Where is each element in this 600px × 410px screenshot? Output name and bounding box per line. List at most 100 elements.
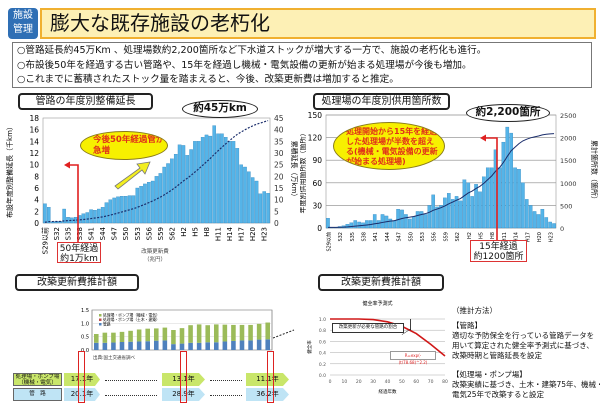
red-bracket-arrow bbox=[68, 164, 79, 242]
y-tick-label: 8 bbox=[34, 172, 39, 181]
bar-pipe bbox=[162, 340, 168, 350]
summary-line: ○これまでに蓄積されたストック量を踏まえると、今後、改築更新費は増加すると推定。 bbox=[17, 74, 399, 85]
x-tick-label: H11 bbox=[502, 232, 508, 242]
bar bbox=[197, 141, 201, 224]
bar-plant-mech bbox=[231, 324, 236, 341]
y2-tick-label: 30 bbox=[274, 149, 284, 158]
bar-pipe bbox=[179, 343, 185, 350]
highlight-frame bbox=[78, 351, 85, 403]
y2-tick-label: 500 bbox=[560, 202, 572, 210]
bar-plant-mech bbox=[102, 332, 108, 343]
bar bbox=[446, 193, 451, 229]
bar bbox=[458, 200, 463, 229]
bar-pipe bbox=[94, 342, 99, 350]
method-panel: （推計方法） 【管路】 適切な予防保全を行っている管路データを 用いて算定された… bbox=[452, 306, 600, 400]
x-tick-label: S50 bbox=[408, 232, 414, 242]
method-line: 電気25年で改築すると設定 bbox=[452, 390, 545, 399]
x-tick-label: 50 bbox=[399, 379, 405, 385]
bar-plant-mech bbox=[179, 328, 185, 344]
x-tick-label: S53 bbox=[134, 227, 142, 240]
legend-swatch bbox=[99, 314, 102, 317]
bar bbox=[85, 212, 90, 224]
method-line: 用いて算定された健全率予測式に基づき、 bbox=[452, 341, 594, 350]
bar-plant-mech bbox=[239, 324, 245, 341]
bar-plant-mech bbox=[256, 323, 262, 340]
bar-pipe bbox=[154, 340, 159, 350]
plant-years-2: 13.1年 bbox=[162, 373, 205, 386]
x-tick-label: S44 bbox=[385, 232, 391, 242]
y-axis-label: 健全率 bbox=[306, 340, 313, 354]
bar bbox=[212, 125, 216, 224]
annotation-box: 改築更新が必要な管路の割合 bbox=[332, 323, 404, 333]
red-bracket-arrow bbox=[485, 137, 498, 240]
bar bbox=[372, 214, 377, 229]
bar bbox=[365, 220, 369, 229]
arrow-head bbox=[480, 134, 486, 142]
bar bbox=[501, 141, 506, 229]
bar-plant-mech bbox=[222, 324, 228, 342]
pipe-years-2: 28.9年 bbox=[162, 388, 205, 401]
x-tick-label: 10 bbox=[342, 379, 348, 385]
x-tick-label: H8 bbox=[490, 232, 496, 239]
bar-plant-mech bbox=[136, 329, 142, 342]
bar bbox=[548, 221, 552, 229]
bar bbox=[189, 149, 193, 224]
x-tick-label: S62 bbox=[168, 227, 176, 240]
bar-pipe bbox=[248, 340, 253, 350]
method-line: 改築実績に基づき、土木・建築75年、機械・ bbox=[452, 380, 600, 389]
x-tick-label: S38 bbox=[76, 227, 84, 240]
x-tick-label: H2 bbox=[467, 232, 473, 239]
x-tick-label: H5 bbox=[191, 227, 199, 237]
summary-line: ○管路延長約45万Km 、処理場数約2,200箇所など下水道ストックが増大する一… bbox=[17, 45, 487, 56]
bar-pipe bbox=[119, 342, 125, 350]
bar-pipe bbox=[136, 341, 142, 350]
legend-label: 処理場・ポンプ場（機械・電気） bbox=[103, 313, 160, 318]
summary-line: ○布設後50年を経過する古い管路や、15年を経過し機械・電気設備の更新が始まる処… bbox=[17, 59, 472, 71]
bar-plant-mech bbox=[188, 325, 193, 343]
dotted-connector bbox=[210, 395, 242, 396]
bar bbox=[100, 207, 105, 224]
bar bbox=[536, 214, 541, 229]
bar-pipe bbox=[231, 340, 236, 350]
bar bbox=[223, 137, 228, 224]
bar bbox=[478, 191, 482, 229]
x-tick-label: S47 bbox=[397, 232, 403, 242]
x-tick-label: S29以前 bbox=[325, 232, 332, 252]
bar bbox=[127, 195, 132, 224]
y-tick-label: 150 bbox=[308, 111, 323, 120]
bar bbox=[262, 191, 267, 224]
bar-plant-mech bbox=[196, 324, 202, 343]
bar bbox=[243, 166, 247, 224]
cumulative-line bbox=[327, 133, 555, 228]
box-line: 50年経過 bbox=[59, 244, 99, 254]
yellow-arrow bbox=[114, 161, 151, 190]
y2-tick-label: 1500 bbox=[560, 157, 577, 165]
bar-pipe bbox=[222, 341, 228, 350]
plant-years-1: 17.1年 bbox=[64, 373, 100, 386]
bar-pipe bbox=[171, 344, 176, 350]
x-tick-label: S32 bbox=[338, 232, 344, 242]
bar bbox=[185, 155, 190, 224]
method-heading: （推計方法） bbox=[452, 306, 497, 315]
bar bbox=[396, 209, 400, 229]
bar-plant-mech bbox=[248, 324, 253, 341]
x-tick-label: 0 bbox=[329, 379, 332, 385]
dotted-connector bbox=[105, 395, 157, 396]
bar bbox=[404, 214, 408, 229]
x-axis-label: 経過年数 bbox=[379, 388, 397, 395]
bar bbox=[250, 177, 255, 224]
y-tick-label: 60 bbox=[312, 179, 322, 188]
bar bbox=[62, 208, 66, 224]
y-tick-label: 10 bbox=[29, 161, 39, 170]
bar bbox=[239, 164, 243, 224]
x-tick-label: S47 bbox=[111, 227, 119, 240]
bar-pipe bbox=[265, 339, 270, 350]
plant-aging-callout: 処理開始から15年を経過した処理場が半数を超える(機械・電気設備の更新が始まる処… bbox=[333, 122, 445, 170]
x-tick-label: H17 bbox=[238, 227, 246, 241]
bar bbox=[423, 214, 428, 229]
bar bbox=[220, 133, 224, 224]
x-tick-label: H8 bbox=[203, 227, 211, 237]
bar-plant-mech bbox=[214, 324, 219, 343]
y2-axis-label: 累計箇所数（箇所） bbox=[590, 140, 599, 203]
